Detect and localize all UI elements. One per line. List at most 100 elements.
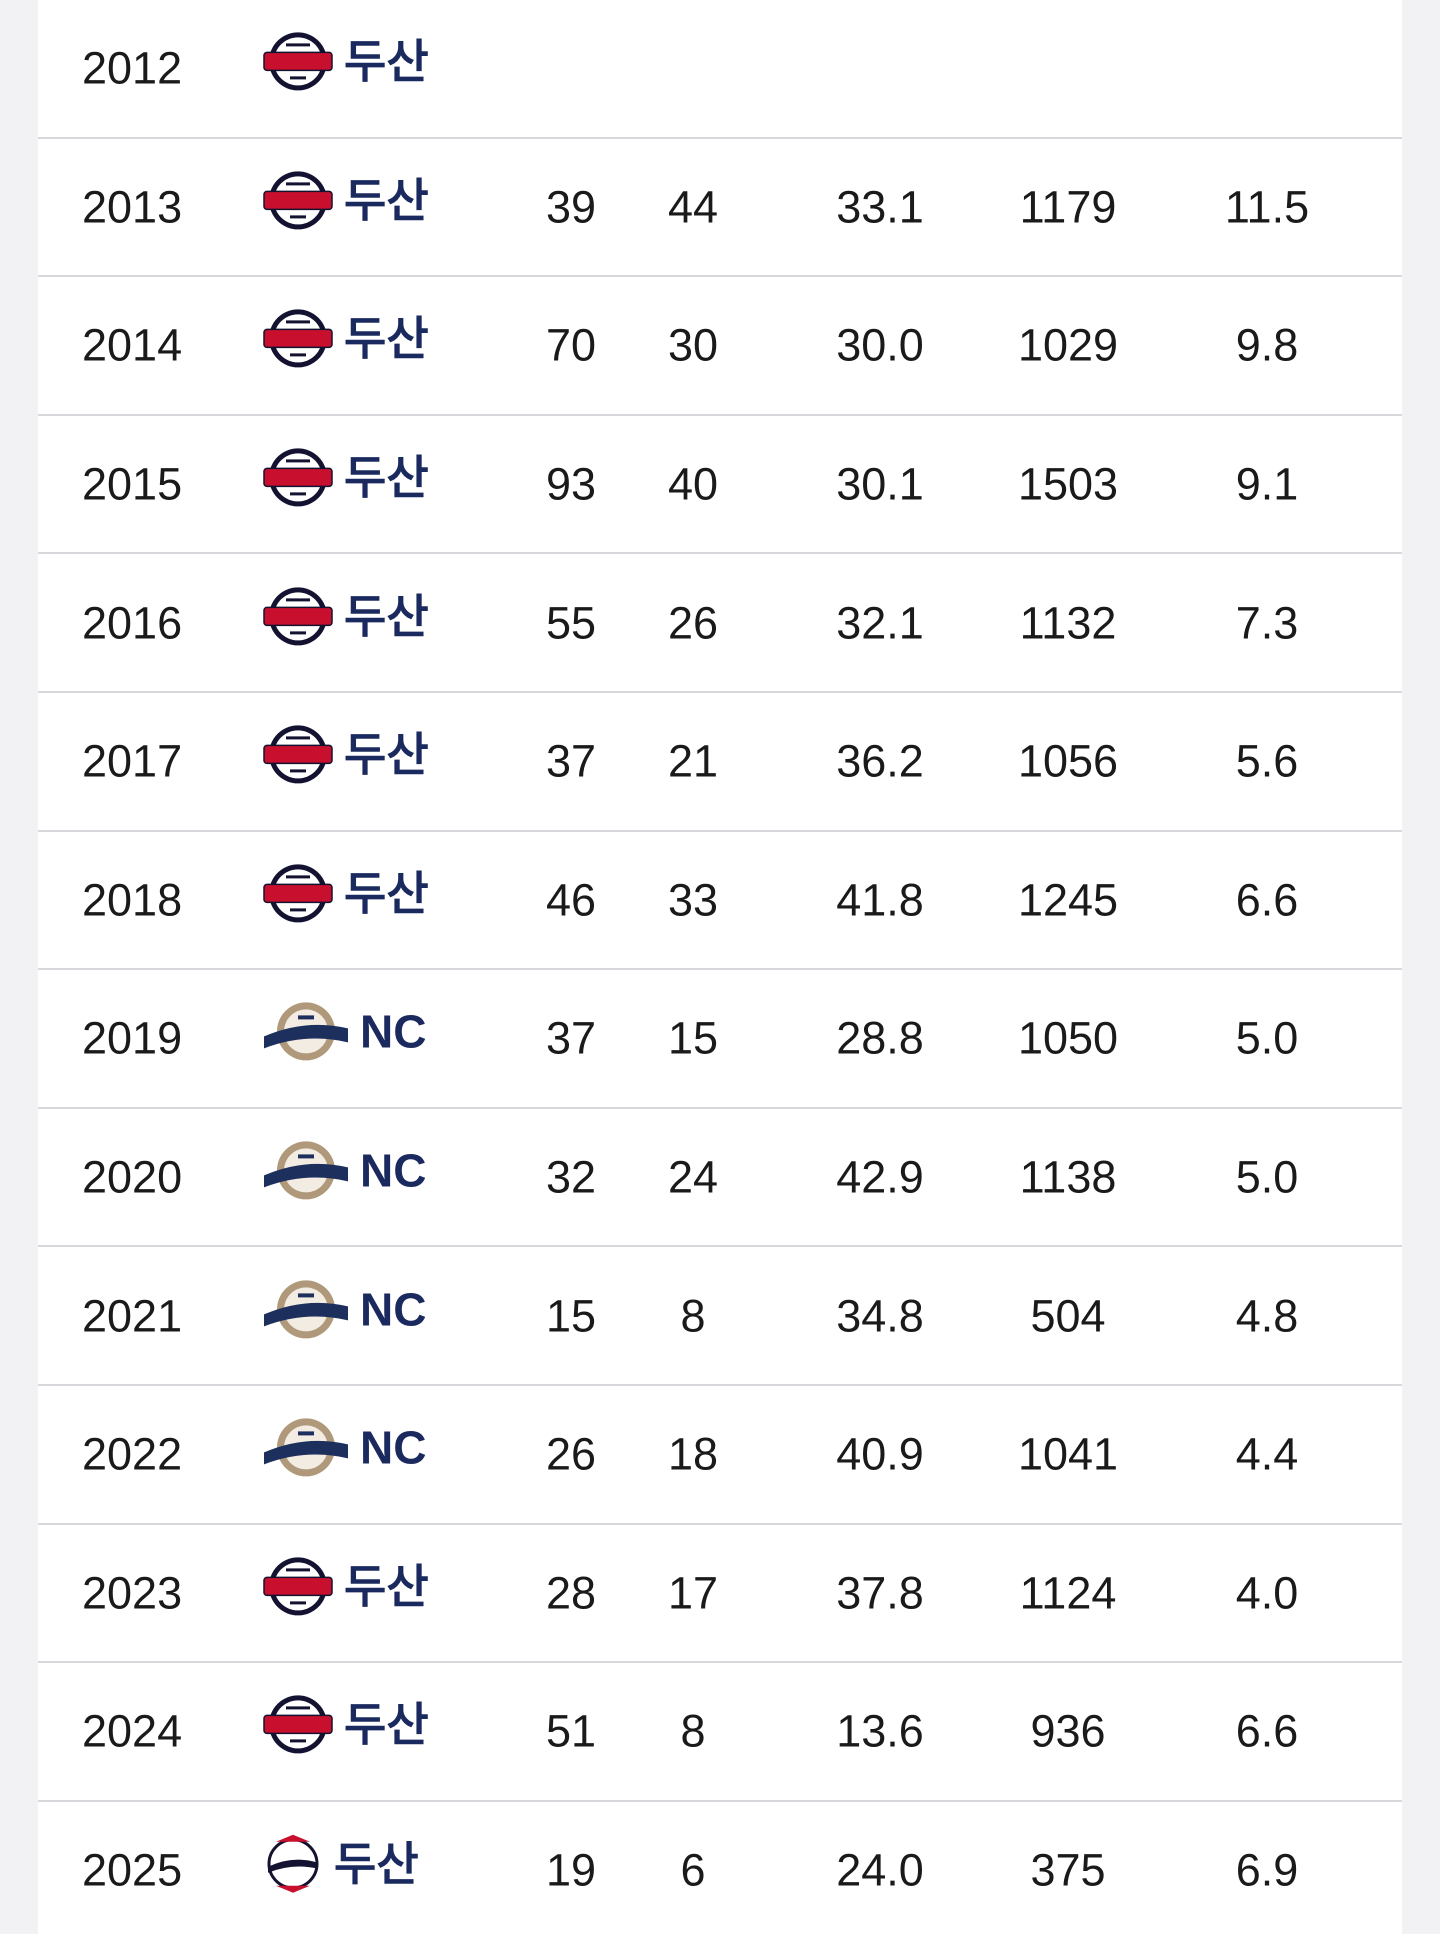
team-name: 두산 [344,590,429,643]
stat-cell-c2: 33 [667,874,719,926]
stat-cell-c4: 1245 [1017,874,1119,926]
stat-cell-c1: 19 [545,1847,596,1893]
table-row: 2021 NC 15 8 34.8 504 4.8 [38,1247,1402,1386]
table-row: 2018 두산 46 33 41.8 1245 6.6 [38,832,1402,971]
stat-cell-c2: 24 [667,1151,719,1203]
team-cell: 두산 [262,167,429,233]
bears-logo-icon [263,725,333,784]
bears-logo-icon [263,448,333,507]
stat-cell-c5: 5.0 [1235,1012,1299,1064]
table-row: 2020 NC 32 24 42.9 1138 5.0 [38,1109,1402,1248]
bears-new-logo-icon [267,1834,319,1893]
table-row: 2014 두산 70 30 30.0 1029 9.8 [38,277,1402,416]
team-name: 두산 [344,451,429,504]
dinos-logo-icon [264,1280,348,1339]
table-row: 2022 NC 26 18 40.9 1041 4.4 [38,1386,1402,1525]
table-row: 2012 두산 [38,0,1402,139]
team-cell: 두산 [262,583,429,649]
dinos-logo-icon [264,1141,348,1200]
stat-cell-c1: 70 [545,322,596,368]
year-cell: 2015 [82,458,183,510]
team-cell: NC [262,999,426,1065]
team-name: 두산 [334,1837,419,1890]
team-cell: NC [262,1415,426,1481]
stat-cell-c2: 15 [667,1012,719,1064]
table-row: 2025 두산 19 6 24.0 375 6.9 [38,1802,1402,1934]
stat-cell-c1: 39 [545,184,596,230]
team-cell: 두산 [262,722,429,788]
stat-cell-c3: 42.9 [836,1151,924,1203]
stat-cell-c3: 28.8 [836,1012,924,1064]
team-name: NC [360,1005,427,1058]
stat-cell-c3: 24.0 [836,1844,924,1896]
year-cell: 2014 [82,319,183,371]
team-name: 두산 [344,312,429,365]
year-cell: 2021 [82,1290,183,1342]
year-cell: 2025 [82,1844,183,1896]
stat-cell-c5: 4.4 [1235,1428,1299,1480]
team-cell: 두산 [262,860,429,926]
stat-cell-c1: 32 [545,1154,596,1200]
team-cell: NC [262,1137,426,1203]
stat-cell-c5: 11.5 [1224,181,1310,233]
stat-cell-c1: 28 [545,1570,596,1616]
year-cell: 2016 [82,597,183,649]
stat-cell-c2: 18 [667,1428,719,1480]
team-name: 두산 [344,1698,429,1751]
stat-cell-c1: 37 [545,1015,596,1061]
stat-cell-c3: 34.8 [836,1290,924,1342]
stat-cell-c2: 21 [667,735,719,787]
year-cell: 2017 [82,735,183,787]
stat-cell-c5: 5.0 [1235,1151,1299,1203]
stat-cell-c3: 33.1 [836,181,924,233]
team-cell: 두산 [262,1553,429,1619]
stat-cell-c3: 41.8 [836,874,924,926]
stat-cell-c2: 6 [680,1844,706,1896]
stat-cell-c1: 93 [545,461,596,507]
team-cell: 두산 [262,444,429,510]
stat-cell-c1: 55 [545,600,596,646]
dinos-logo-icon [264,1418,348,1477]
stat-cell-c2: 8 [680,1290,706,1342]
stat-cell-c5: 4.8 [1235,1290,1299,1342]
stat-cell-c4: 1056 [1017,735,1119,787]
stat-cell-c3: 37.8 [836,1567,924,1619]
stat-cell-c4: 1138 [1019,1151,1117,1203]
table-row: 2013 두산 39 44 33.1 1179 11.5 [38,139,1402,278]
year-cell: 2020 [82,1151,183,1203]
team-name: NC [360,1421,427,1474]
stat-cell-c1: 26 [545,1431,596,1477]
team-cell: 두산 [262,1692,429,1758]
stat-cell-c3: 30.1 [836,458,924,510]
year-cell: 2022 [82,1428,183,1480]
stat-cell-c4: 375 [1030,1844,1106,1896]
stat-cell-c2: 30 [667,319,719,371]
stat-cell-c4: 1179 [1019,181,1117,233]
bears-logo-icon [263,32,333,91]
stat-cell-c2: 26 [667,597,719,649]
table-row: 2023 두산 28 17 37.8 1124 4.0 [38,1525,1402,1664]
table-row: 2024 두산 51 8 13.6 936 6.6 [38,1663,1402,1802]
year-cell: 2023 [82,1567,183,1619]
stat-cell-c5: 6.6 [1235,1705,1299,1757]
stat-cell-c2: 17 [667,1567,719,1619]
stat-cell-c5: 5.6 [1235,735,1299,787]
table-row: 2019 NC 37 15 28.8 1050 5.0 [38,970,1402,1109]
team-name: 두산 [344,867,429,920]
stat-cell-c3: 40.9 [836,1428,924,1480]
table-row: 2017 두산 37 21 36.2 1056 5.6 [38,693,1402,832]
stat-cell-c4: 1050 [1017,1012,1119,1064]
stat-cell-c5: 9.1 [1235,458,1299,510]
stats-table: 2012 두산 2013 두산 39 44 33.1 1179 11.5 2014 두산 70 30 30… [38,0,1402,1934]
stat-cell-c2: 40 [667,458,719,510]
stat-cell-c5: 4.0 [1235,1567,1299,1619]
bears-logo-icon [263,309,333,368]
stat-cell-c1: 46 [545,877,596,923]
stat-cell-c4: 1041 [1017,1428,1119,1480]
stat-cell-c5: 7.3 [1235,597,1299,649]
stat-cell-c4: 936 [1030,1705,1106,1757]
table-row: 2015 두산 93 40 30.1 1503 9.1 [38,416,1402,555]
stat-cell-c1: 37 [545,738,596,784]
year-cell: 2019 [82,1012,183,1064]
year-cell: 2012 [82,42,183,94]
